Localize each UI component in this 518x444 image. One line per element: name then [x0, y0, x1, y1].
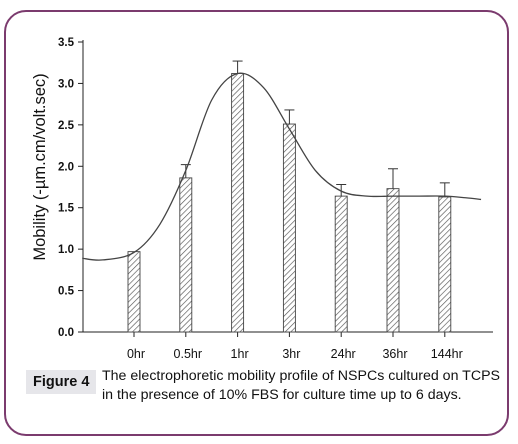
bar	[438, 196, 452, 333]
fit-curve-layer	[82, 72, 482, 261]
bar	[386, 188, 400, 333]
bar-series	[127, 60, 452, 333]
x-tick-label: 0hr	[127, 347, 145, 361]
y-tick-label: 3.0	[58, 78, 74, 90]
x-tick-label: 144hr	[431, 347, 463, 361]
figure-label: Figure 4	[26, 370, 97, 394]
y-axis-label: Mobility (-µm.cm/volt.sec)	[31, 73, 49, 260]
x-tick-label: 0.5hr	[174, 347, 203, 361]
bar	[231, 73, 245, 333]
y-tick-label: 0.5	[58, 286, 75, 298]
caption-text: The electrophoretic mobility profile of …	[102, 368, 500, 403]
x-tick-label: 24hr	[331, 347, 356, 361]
y-tick-label: 2.5	[58, 120, 75, 132]
bar	[127, 251, 141, 333]
y-tick-label: 0.0	[58, 327, 74, 339]
bar	[282, 123, 296, 333]
y-tick-label: 1.0	[58, 244, 74, 256]
bar	[334, 195, 348, 333]
bar	[179, 177, 193, 333]
y-tick-label: 3.5	[58, 37, 75, 49]
chart-axes: 0.0 0.5 1.0 1.5 2.0 2.5 3.0 3.5 0hr 0.5hr 1hr 3hr 24…	[58, 37, 493, 361]
y-tick-label: 1.5	[58, 203, 75, 215]
mobility-chart: 0.0 0.5 1.0 1.5 2.0 2.5 3.0 3.5 0hr 0.5hr 1hr 3hr 24…	[31, 37, 493, 361]
fit-curve	[82, 72, 482, 261]
x-tick-label: 1hr	[231, 347, 249, 361]
x-tick-label: 36hr	[382, 347, 407, 361]
y-tick-label: 2.0	[58, 161, 74, 173]
x-tick-label: 3hr	[282, 347, 300, 361]
